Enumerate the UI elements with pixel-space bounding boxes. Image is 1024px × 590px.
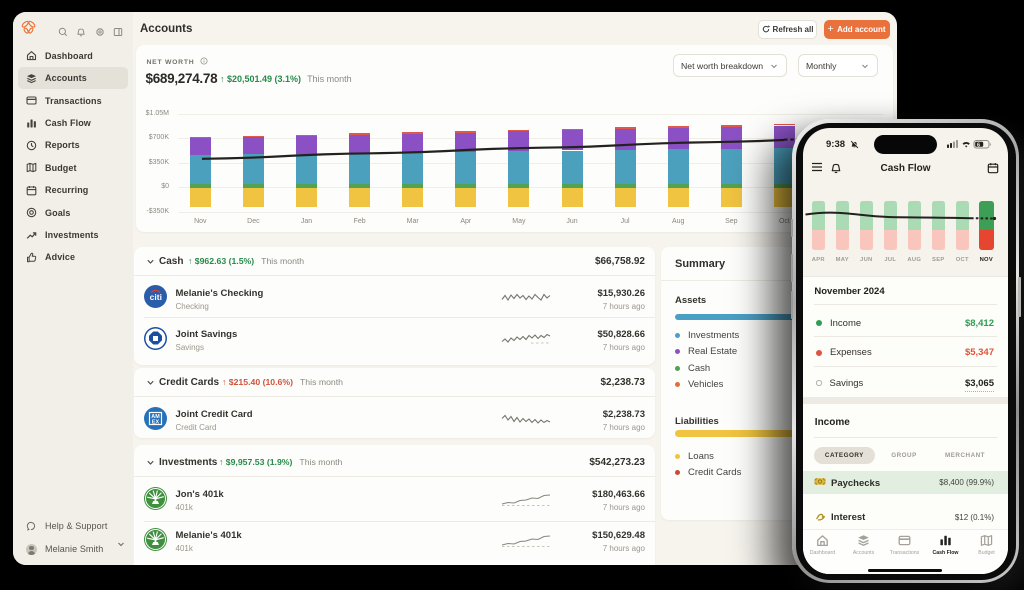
svg-text:AM: AM bbox=[152, 414, 161, 420]
svg-text:6: 6 bbox=[977, 143, 980, 149]
svg-text:EX: EX bbox=[152, 419, 160, 425]
